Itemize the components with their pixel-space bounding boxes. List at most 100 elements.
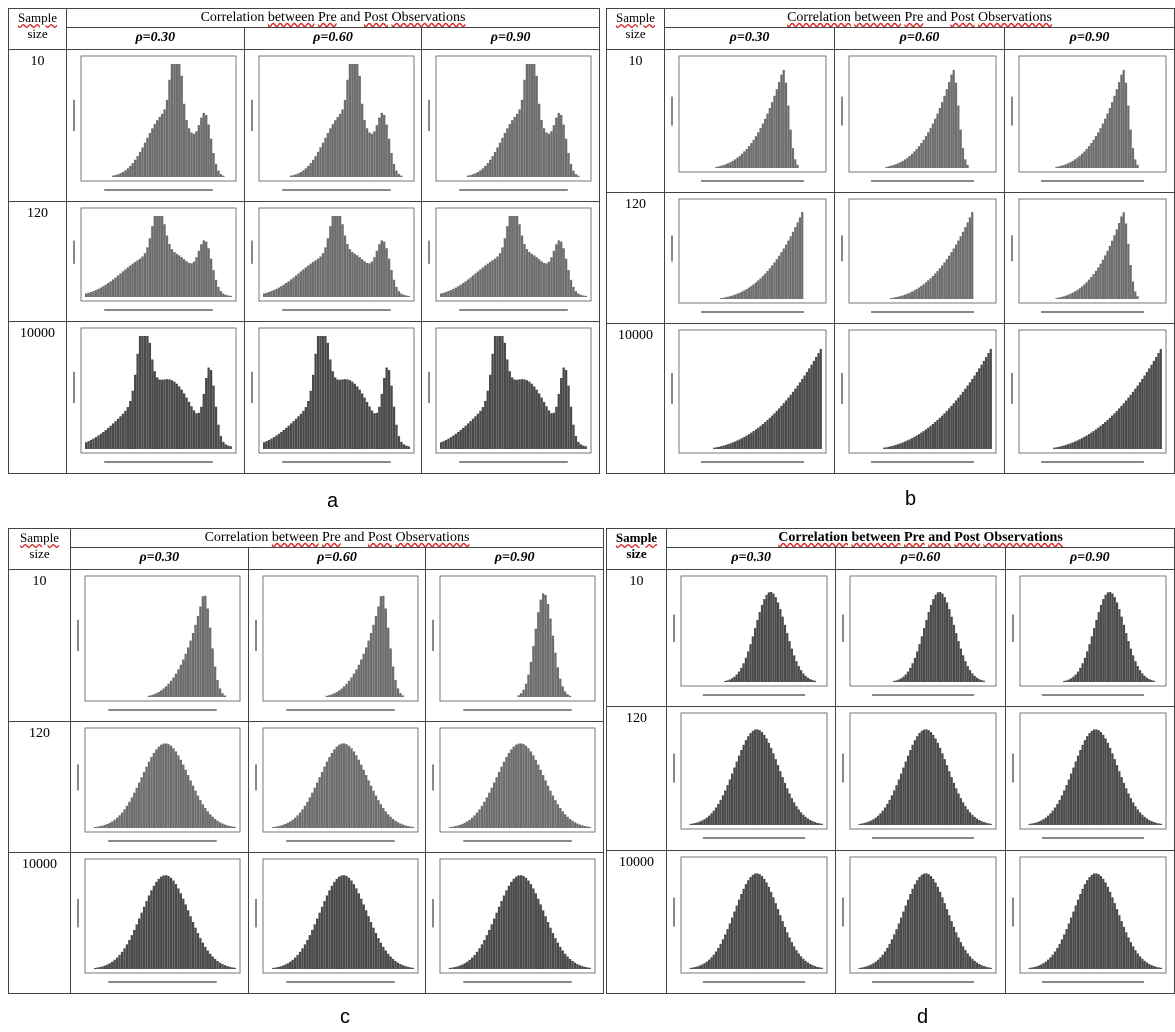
histogram-bar: [1076, 899, 1079, 969]
histogram-bar: [555, 117, 558, 177]
histogram-bar: [902, 676, 905, 682]
histogram-bar: [761, 276, 764, 300]
histogram-thumbnail: [428, 327, 592, 463]
y-axis-label-stub: [254, 898, 257, 928]
histogram-bar: [899, 296, 902, 300]
rho-header: ρ=0.60: [243, 27, 423, 50]
histogram-bar: [797, 953, 800, 969]
y-axis-label-stub: [671, 96, 673, 126]
histogram-bar: [204, 807, 207, 828]
y-axis-label-stub: [842, 753, 845, 783]
histogram-bar: [1048, 813, 1052, 826]
results-table-a: Sample size Correlation between Pre and …: [8, 7, 600, 475]
histogram-bar: [1134, 159, 1137, 168]
histogram-bar: [341, 224, 344, 297]
histogram-bar: [980, 964, 984, 969]
histogram-bar: [107, 282, 110, 297]
histogram-bar: [218, 821, 222, 828]
histogram-cell: [70, 568, 249, 722]
histogram-bar: [267, 291, 270, 297]
histogram-bar: [758, 873, 761, 969]
histogram-bar: [944, 902, 947, 969]
histogram-cell: [665, 849, 837, 995]
histogram-cell: [1004, 849, 1175, 995]
histogram-bar: [345, 743, 348, 828]
histogram-bar: [374, 932, 377, 969]
histogram-bar: [194, 624, 197, 697]
histogram-bar: [920, 286, 923, 300]
histogram-bar: [936, 420, 939, 450]
histogram-bar: [526, 249, 529, 297]
histogram-bar: [990, 823, 993, 826]
histogram-bar: [1136, 385, 1139, 450]
histogram-bar: [353, 253, 356, 297]
histogram-bar: [517, 743, 521, 828]
histogram-bar: [767, 592, 770, 682]
histogram-bar: [1124, 223, 1128, 300]
histogram-bar: [759, 128, 762, 168]
histogram-bar: [200, 244, 203, 297]
histogram-bar: [355, 386, 359, 449]
histogram-bar: [464, 281, 468, 297]
histogram-bar: [279, 286, 283, 297]
histogram-bar: [1136, 809, 1139, 826]
histogram-bar: [983, 822, 986, 826]
histogram-cell: [70, 720, 249, 853]
histogram-bar: [577, 441, 580, 449]
histogram-bar: [1078, 288, 1081, 300]
histogram-bar: [183, 393, 186, 449]
histogram-bar: [540, 261, 544, 297]
histogram-bar: [539, 769, 543, 828]
histogram-bar: [160, 113, 164, 177]
histogram-bar: [177, 754, 180, 828]
histogram-bar: [508, 215, 512, 297]
histogram-bar: [584, 445, 588, 449]
histogram-bar: [118, 954, 121, 969]
histogram-bar: [311, 261, 314, 297]
histogram-bar: [694, 823, 697, 826]
histogram-bar: [892, 298, 895, 300]
histogram-bar: [1071, 767, 1075, 826]
histogram-bar: [310, 792, 314, 828]
histogram-cell: [425, 720, 604, 853]
histogram-bar: [948, 914, 951, 969]
histogram-bar: [858, 824, 862, 826]
histogram-thumbnail: [250, 55, 415, 191]
histogram-bar: [142, 771, 146, 828]
axis-caption-line: [872, 837, 975, 840]
histogram-bar: [467, 423, 470, 449]
histogram-bar: [540, 397, 544, 449]
histogram-bar: [217, 424, 220, 449]
histogram-bar: [902, 911, 905, 969]
histogram-bar: [384, 810, 387, 828]
histogram-bar: [172, 747, 175, 828]
histogram-bar: [535, 389, 539, 449]
histogram-bar: [1035, 965, 1038, 969]
histogram-bar: [564, 953, 567, 969]
histogram-bar: [1088, 733, 1091, 826]
histogram-bar: [345, 875, 348, 969]
histogram-bar: [212, 269, 215, 297]
histogram-bar: [362, 904, 365, 969]
histogram-bar: [1055, 298, 1058, 300]
histogram-bar: [1080, 438, 1084, 450]
histogram-bar: [450, 436, 453, 449]
histogram-bar: [133, 792, 136, 828]
histogram-bar: [525, 877, 528, 969]
histogram-bar: [489, 159, 492, 177]
histogram-bar: [959, 236, 962, 300]
histogram-bar: [1094, 619, 1098, 682]
histogram-bar: [228, 966, 231, 969]
axis-caption-line: [459, 188, 569, 191]
histogram-bar: [908, 439, 911, 450]
histogram-bar: [946, 765, 949, 826]
histogram-bar: [1046, 959, 1049, 969]
histogram-bar: [363, 397, 366, 449]
histogram-bar: [901, 442, 904, 450]
histogram-bar: [205, 114, 208, 177]
histogram-bar: [1148, 368, 1151, 450]
histogram-bar: [523, 243, 526, 297]
histogram-bar: [703, 819, 706, 826]
histogram-bar: [449, 826, 452, 828]
histogram-bar: [191, 632, 195, 697]
